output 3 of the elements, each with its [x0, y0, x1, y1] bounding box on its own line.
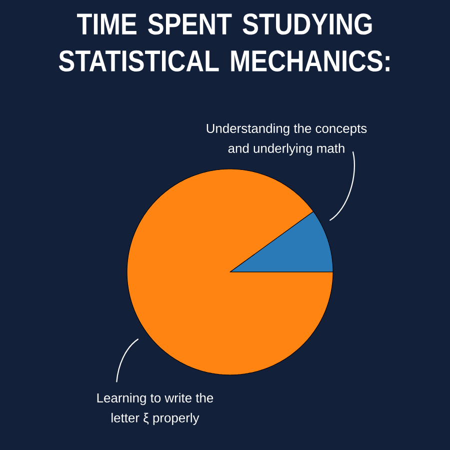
chart-title: TIME SPENT STUDYING STATISTICAL MECHANICS: — [58, 13, 390, 72]
slice-label: Understanding the concepts and underlying math — [206, 123, 367, 156]
slice-label: Learning to write the letter ξ properly — [97, 392, 214, 425]
